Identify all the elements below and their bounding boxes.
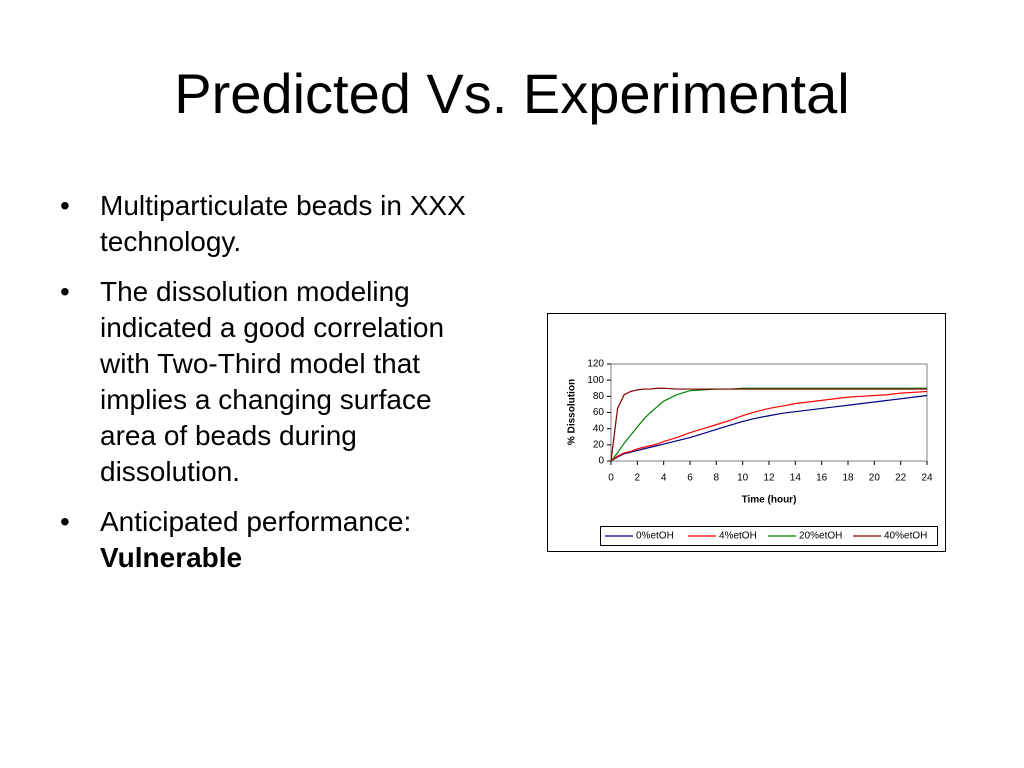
x-tick-label: 10 bbox=[737, 473, 749, 484]
x-tick-label: 4 bbox=[661, 473, 667, 484]
x-tick-label: 6 bbox=[687, 473, 693, 484]
x-tick-label: 2 bbox=[635, 473, 641, 484]
bullet-emphasis: Vulnerable bbox=[100, 542, 243, 573]
y-tick-label: 120 bbox=[587, 359, 604, 370]
legend-label: 20%etOH bbox=[799, 531, 842, 542]
legend-label: 4%etOH bbox=[719, 531, 757, 542]
bullet-text: Multiparticulate beads in XXX technology… bbox=[100, 190, 466, 257]
x-axis-title: Time (hour) bbox=[742, 495, 797, 506]
chart-frame bbox=[547, 313, 946, 552]
bullet: Anticipated performance: Vulnerable bbox=[58, 504, 495, 576]
x-tick-label: 16 bbox=[816, 473, 828, 484]
slide-title: Predicted Vs. Experimental bbox=[174, 62, 850, 125]
x-tick-label: 12 bbox=[763, 473, 775, 484]
bullet-text: Anticipated performance: bbox=[100, 506, 412, 537]
x-tick-label: 22 bbox=[895, 473, 907, 484]
series-line bbox=[610, 394, 928, 462]
x-tick-label: 18 bbox=[842, 473, 854, 484]
y-tick-label: 20 bbox=[593, 439, 605, 450]
y-tick-label: 80 bbox=[593, 391, 605, 402]
y-tick-label: 100 bbox=[587, 375, 604, 386]
bullet-text: The dissolution modeling indicated a goo… bbox=[100, 276, 445, 487]
x-tick-label: 24 bbox=[921, 473, 933, 484]
series-line bbox=[610, 387, 927, 462]
y-tick-label: 40 bbox=[593, 423, 605, 434]
legend-label: 40%etOH bbox=[884, 531, 927, 542]
bullet-list: Multiparticulate beads in XXX technology… bbox=[58, 188, 498, 590]
bullet: The dissolution modeling indicated a goo… bbox=[58, 274, 495, 490]
series-line bbox=[610, 387, 927, 462]
x-tick-label: 20 bbox=[869, 473, 881, 484]
legend-label: 0%etOH bbox=[636, 531, 674, 542]
y-tick-label: 0 bbox=[598, 456, 604, 467]
y-axis-title: % Dissolution bbox=[567, 379, 578, 445]
x-tick-label: 14 bbox=[790, 473, 802, 484]
bullet: Multiparticulate beads in XXX technology… bbox=[58, 188, 495, 260]
x-tick-label: 8 bbox=[714, 473, 720, 484]
x-tick-label: 0 bbox=[608, 473, 614, 484]
series-line bbox=[610, 390, 928, 462]
y-tick-label: 60 bbox=[593, 407, 605, 418]
